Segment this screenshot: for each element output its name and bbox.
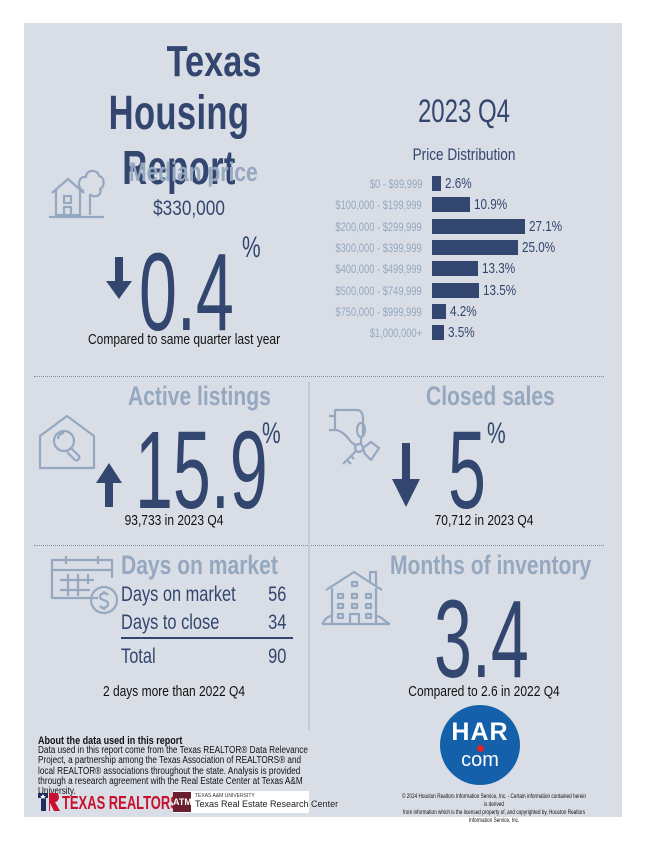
report-title-line2: Housing Report — [108, 87, 250, 195]
chart-value-label: 4.2% — [450, 302, 478, 320]
dom-row-value: 56 — [267, 583, 286, 606]
copyright-line-2: from information which is the licensed p… — [402, 809, 586, 824]
copyright: © 2024 Houston Realtors Information Serv… — [400, 793, 587, 825]
dom-total-label: Total — [121, 645, 156, 668]
arrow-up-icon — [96, 463, 122, 507]
texas-realtors-mark-icon — [38, 793, 60, 811]
chart-bar — [432, 218, 526, 234]
chart-category-label: $400,000 - $499,999 — [335, 262, 422, 277]
chart-bar — [432, 303, 447, 319]
tamu-mark-icon: ATM — [173, 792, 192, 812]
closed-sales-caption: 70,712 in 2023 Q4 — [434, 512, 534, 529]
chart-row: $0 - $99,999 2.6% — [314, 175, 614, 193]
chart-category-label: $0 - $99,999 — [369, 177, 422, 191]
chart-bar — [432, 176, 441, 191]
chart-bar — [432, 282, 479, 298]
chart-category-label: $500,000 - $749,999 — [335, 283, 422, 298]
chart-row: $100,000 - $199,999 10.9% — [314, 196, 614, 214]
closed-sales-heading: Closed sales — [426, 381, 555, 411]
about-title: About the data used in this report — [38, 735, 183, 747]
chart-row: $300,000 - $399,999 25.0% — [314, 239, 614, 257]
chart-bar — [432, 325, 445, 341]
chart-category-label: $100,000 - $199,999 — [335, 198, 422, 213]
active-listings-heading: Active listings — [128, 381, 271, 411]
active-listings-caption: 93,733 in 2023 Q4 — [124, 512, 224, 529]
months-of-inventory-caption: Compared to 2.6 in 2022 Q4 — [408, 683, 560, 700]
hand-keys-icon — [329, 408, 381, 465]
closed-sales-change-unit: % — [487, 417, 506, 450]
har-logo[interactable]: HAR com — [440, 705, 520, 785]
chart-row: $750,000 - $999,999 4.2% — [314, 303, 614, 321]
report-page: Texas Housing Report 2023 Q4 Price Distr… — [24, 23, 622, 824]
chart-bar — [432, 239, 519, 255]
tamu-university-label: TEXAS A&M UNIVERSITY — [195, 793, 255, 799]
chart-title: Price Distribution — [412, 145, 516, 164]
chart-category-label: $200,000 - $299,999 — [335, 219, 422, 234]
median-price-change: 0.4 — [139, 231, 234, 354]
chart-row: $500,000 - $749,999 13.5% — [314, 282, 614, 300]
chart-value-label: 3.5% — [448, 324, 475, 342]
dom-row-label: Days on market — [121, 583, 236, 606]
median-price-change-unit: % — [242, 231, 261, 264]
report-title-line1: Texas — [166, 37, 262, 86]
dom-row-value: 34 — [267, 611, 286, 634]
divider-horizontal — [34, 545, 604, 546]
chart-row: $400,000 - $499,999 13.3% — [314, 260, 614, 278]
chart-bar — [432, 261, 478, 277]
median-price-value: $330,000 — [153, 197, 225, 220]
har-logo-text: HAR — [451, 718, 509, 746]
texas-realtors-logo[interactable]: TEXAS REALTORS — [38, 793, 179, 813]
closed-sales-change: 5 — [448, 409, 486, 532]
total-rule — [121, 637, 293, 639]
texas-realtors-text: TEXAS REALTORS — [62, 793, 179, 813]
chart-category-label: $750,000 - $999,999 — [335, 304, 422, 319]
dom-total-value: 90 — [267, 645, 286, 668]
median-price-caption: Compared to same quarter last year — [88, 331, 281, 348]
chart-category-label: $300,000 - $399,999 — [335, 240, 422, 255]
divider-horizontal — [34, 376, 604, 377]
tamu-research-center-logo[interactable]: ATM TEXAS A&M UNIVERSITY Texas Real Esta… — [173, 791, 338, 813]
chart-value-label: 13.5% — [482, 281, 516, 299]
chart-value-label: 13.3% — [481, 260, 516, 278]
active-listings-change-unit: % — [262, 417, 281, 450]
arrow-down-icon — [392, 443, 420, 507]
months-of-inventory-heading: Months of inventory — [390, 550, 592, 580]
chart-category-label: $1,000,000+ — [369, 326, 422, 341]
active-listings-change: 15.9 — [135, 409, 268, 532]
chart-row: $200,000 - $299,999 27.1% — [314, 218, 614, 236]
house-tree-icon — [49, 169, 105, 219]
chart-value-label: 10.9% — [473, 196, 507, 214]
months-of-inventory-value: 3.4 — [434, 578, 529, 701]
arrow-down-icon — [106, 257, 132, 299]
dom-row-label: Days to close — [121, 611, 220, 634]
chart-row: $1,000,000+ 3.5% — [314, 324, 614, 342]
chart-value-label: 2.6% — [444, 175, 472, 192]
apartment-building-icon — [321, 570, 391, 626]
median-price-heading: Median price — [129, 157, 258, 187]
days-on-market-heading: Days on market — [121, 550, 278, 580]
copyright-line-1: © 2024 Houston Realtors Information Serv… — [402, 793, 586, 808]
har-logo-dot — [477, 745, 484, 752]
divider-vertical — [308, 382, 310, 730]
chart-bar — [432, 197, 470, 213]
calendar-dollar-icon — [50, 556, 119, 615]
days-on-market-caption: 2 days more than 2022 Q4 — [102, 683, 246, 700]
chart-value-label: 25.0% — [522, 238, 556, 256]
house-search-icon — [38, 414, 96, 470]
chart-value-label: 27.1% — [529, 217, 563, 235]
about-body: Data used in this report come from the T… — [38, 745, 308, 798]
report-period: 2023 Q4 — [417, 93, 511, 129]
har-logo-domain: com — [461, 749, 499, 771]
tamu-center-name: Texas Real Estate Research Center — [195, 799, 339, 809]
